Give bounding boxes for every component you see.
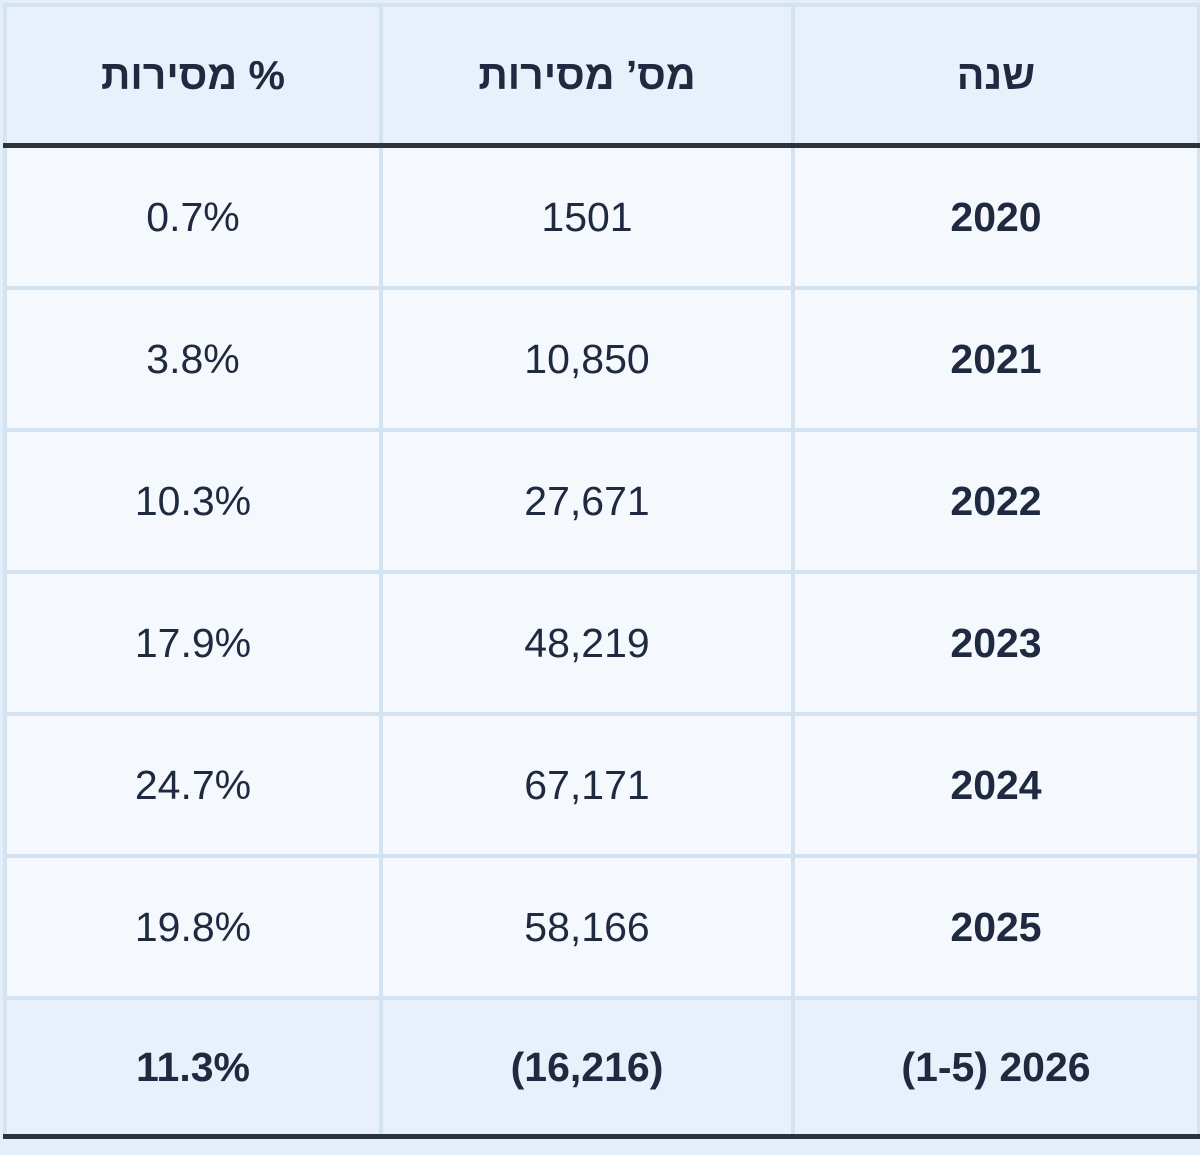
table-cell: 67,171 [379,712,795,858]
header-cell: מס’ מסירות [379,3,795,148]
table-row: 2024 67,171 24.7% [3,712,1200,858]
table-cell: 10,850 [379,286,795,432]
table-cell: 3.8% [3,286,383,432]
table-body: 2020 1501 0.7% 2021 10,850 3.8% 2022 27,671 10.3… [3,143,1200,1139]
table-cell: 2020 [791,143,1200,290]
table-cell: 24.7% [3,712,383,858]
table-row: 2021 10,850 3.8% [3,286,1200,432]
deliveries-table: שנה מס’ מסירות% מסירות 2020 1501 0.7% 2021 10… [3,3,1200,1139]
table-cell: 2023 [791,570,1200,716]
footer-row: 2026 (1-5) (16,216) 11.3% [3,996,1200,1139]
table-cell: 0.7% [3,143,383,290]
table-header: שנה מס’ מסירות% מסירות [3,3,1200,148]
table-cell: 2022 [791,428,1200,574]
table-cell: 2024 [791,712,1200,858]
header-cell: שנה [791,3,1200,148]
table-cell: 10.3% [3,428,383,574]
table-row: 2025 58,166 19.8% [3,854,1200,1000]
footer-cell: (16,216) [379,996,795,1139]
table-cell: 19.8% [3,854,383,1000]
table-row: 2023 48,219 17.9% [3,570,1200,716]
table-cell: 2025 [791,854,1200,1000]
footer-cell: 11.3% [3,996,383,1139]
table-cell: 58,166 [379,854,795,1000]
table-cell: 48,219 [379,570,795,716]
table-cell: 27,671 [379,428,795,574]
header-cell: % מסירות [3,3,383,148]
table-cell: 1501 [379,143,795,290]
table-row: 2020 1501 0.7% [3,143,1200,290]
table-cell: 2021 [791,286,1200,432]
table-row: 2022 27,671 10.3% [3,428,1200,574]
table-cell: 17.9% [3,570,383,716]
footer-cell: 2026 (1-5) [791,996,1200,1139]
header-row: שנה מס’ מסירות% מסירות [3,3,1200,148]
